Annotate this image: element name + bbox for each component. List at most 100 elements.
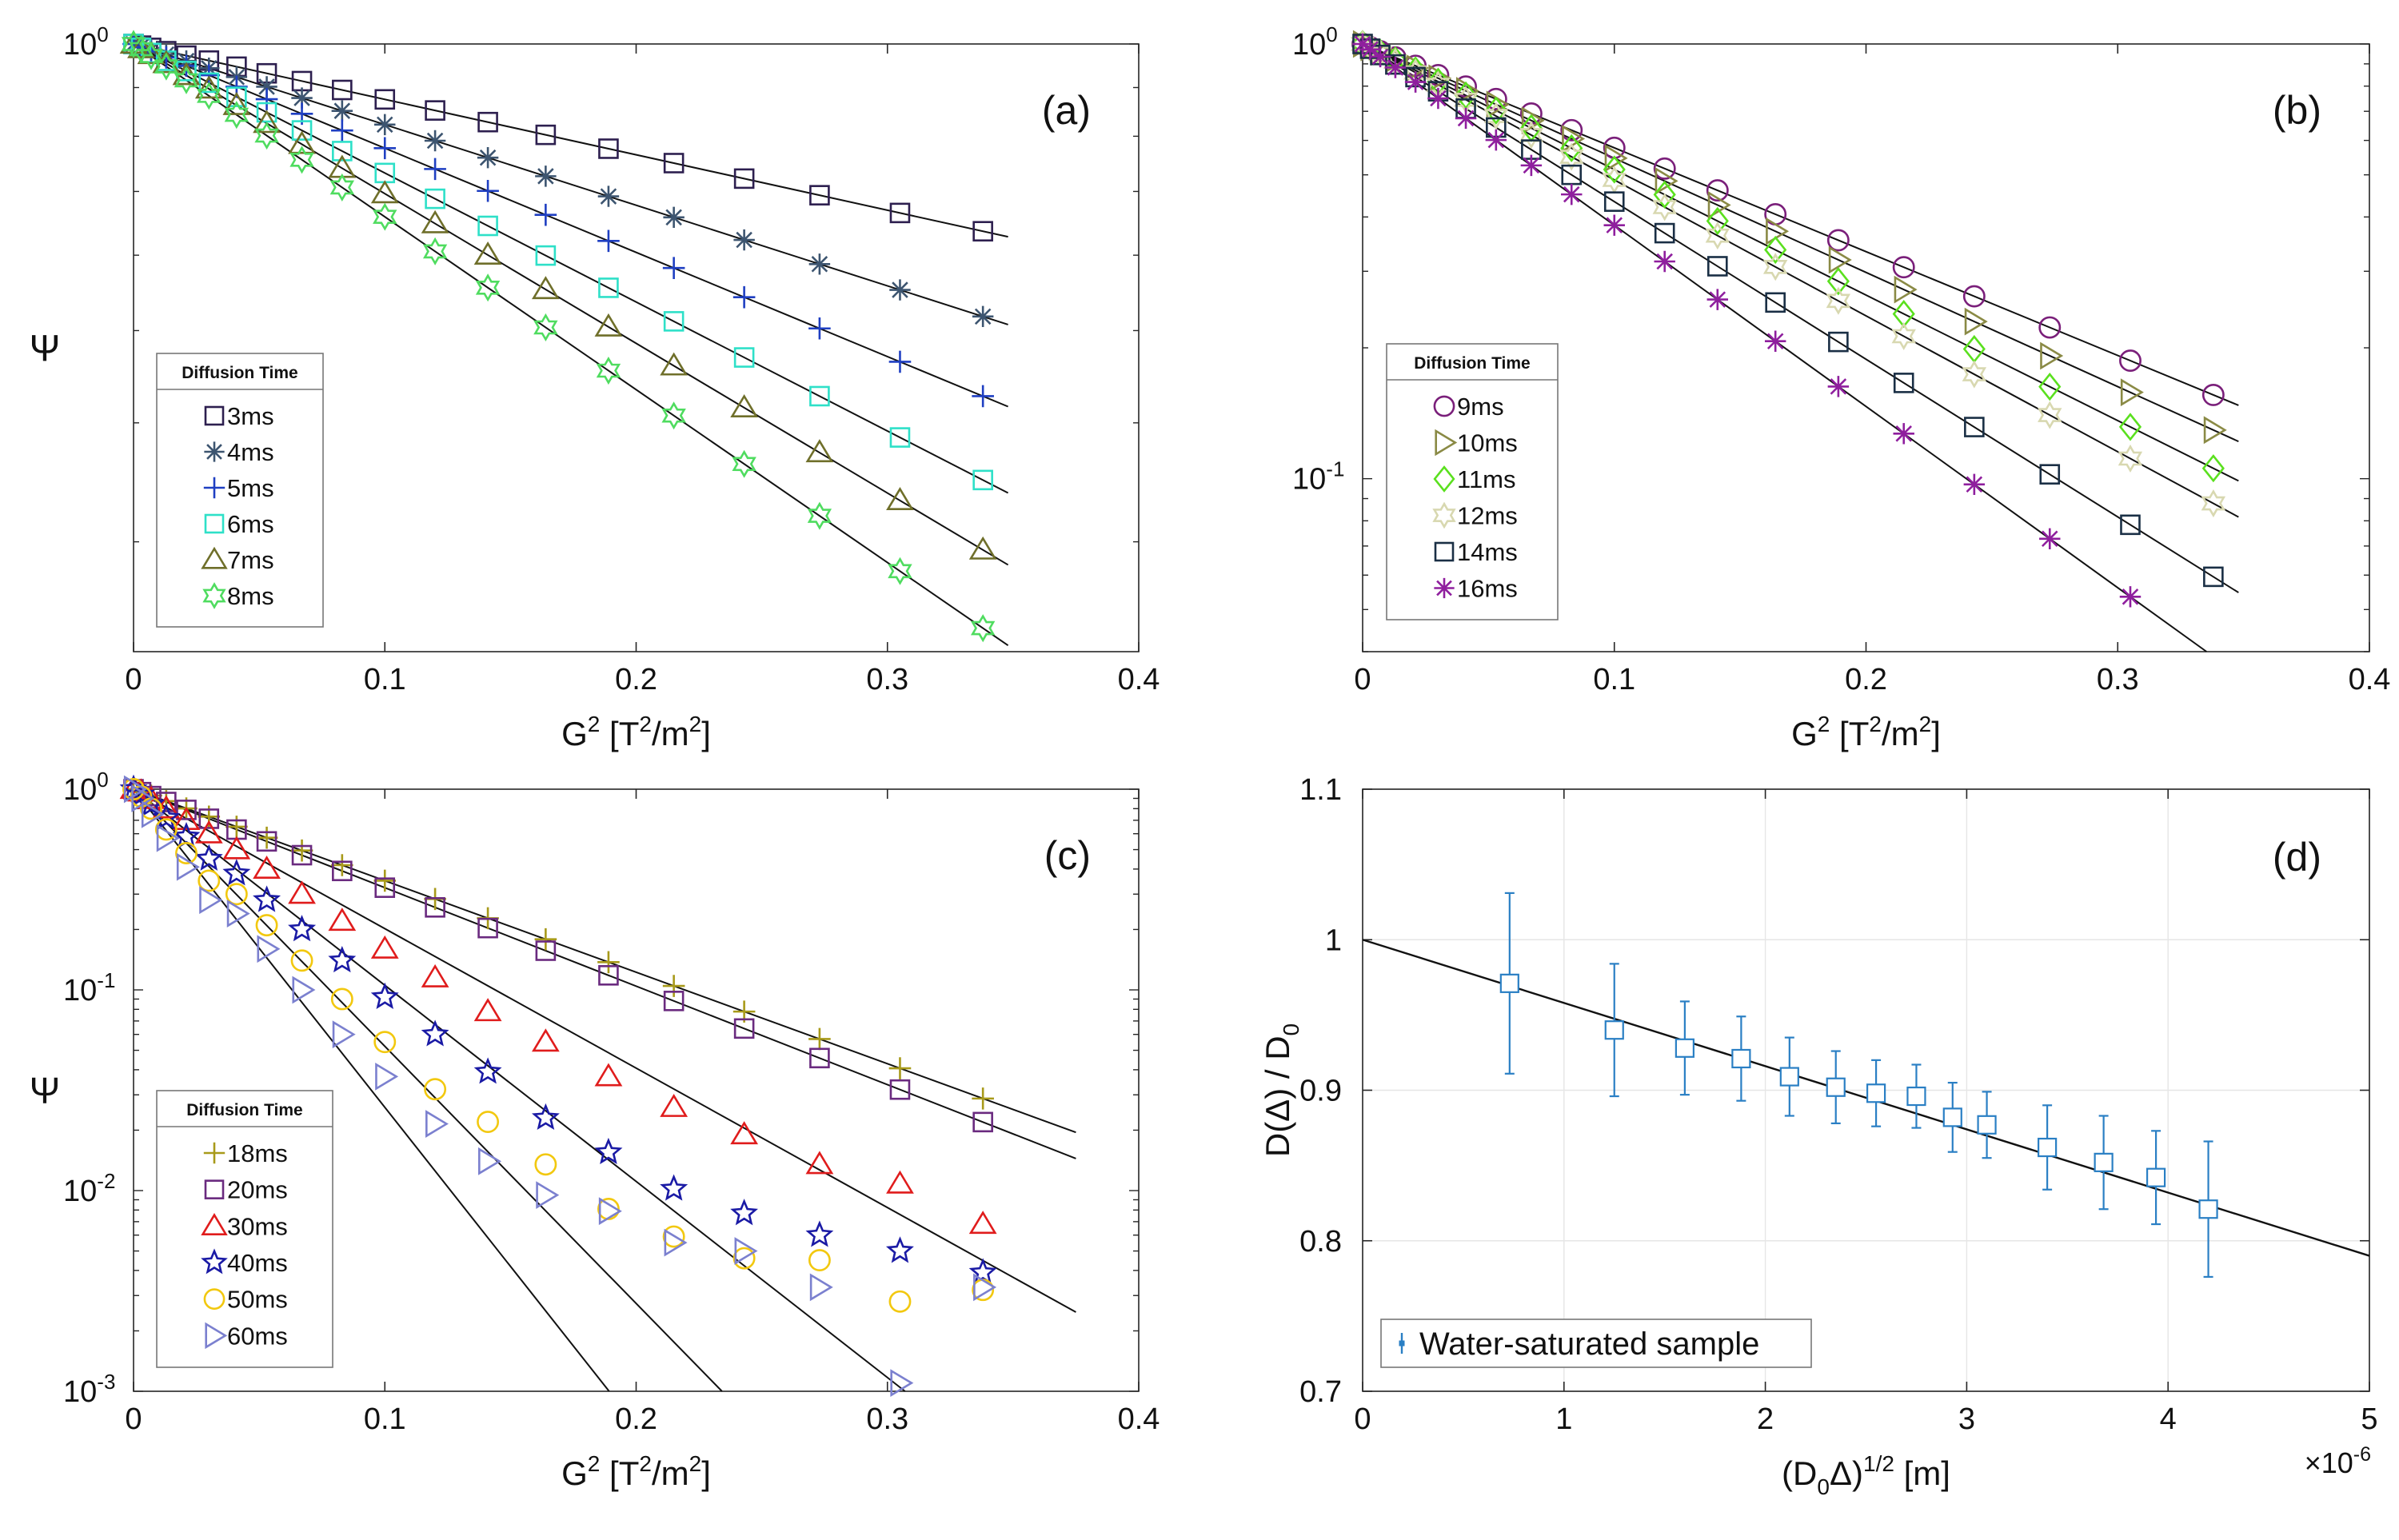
data-point bbox=[288, 130, 316, 154]
legend-item: 14ms bbox=[1434, 538, 1518, 566]
data-point bbox=[889, 427, 911, 448]
data-point bbox=[533, 313, 558, 341]
y-tick-label: 0.8 bbox=[1299, 1225, 1342, 1259]
data-point bbox=[2038, 373, 2062, 401]
data-point bbox=[1894, 275, 1918, 304]
data-point bbox=[2118, 444, 2143, 473]
data-point bbox=[226, 816, 248, 838]
fit-line bbox=[133, 788, 1076, 1313]
data-point bbox=[596, 357, 621, 385]
data-point bbox=[254, 122, 279, 150]
y-tick-label: 0.9 bbox=[1299, 1075, 1342, 1108]
legend-marker bbox=[1435, 429, 1458, 457]
data-point bbox=[1764, 330, 1786, 352]
y-tick-label: 10-3 bbox=[63, 1370, 115, 1409]
legend-item: 18ms bbox=[203, 1139, 288, 1167]
data-point bbox=[1706, 256, 1728, 277]
data-point bbox=[1484, 87, 1507, 110]
data-point bbox=[732, 449, 756, 478]
data-point bbox=[225, 883, 248, 906]
legend-label: 50ms bbox=[227, 1286, 288, 1314]
data-point bbox=[663, 153, 685, 174]
legend-item: 9ms bbox=[1433, 393, 1504, 421]
data-point bbox=[888, 350, 912, 373]
series-6ms bbox=[123, 34, 993, 491]
legend-label: 6ms bbox=[227, 510, 274, 538]
x-tick-label: 0.4 bbox=[1118, 1402, 1160, 1436]
legend: Diffusion Time 9ms 10ms 11ms 12ms 14ms 16ms bbox=[1386, 343, 1559, 620]
data-point bbox=[972, 469, 993, 491]
data-point bbox=[1705, 221, 1730, 250]
data-point bbox=[1485, 129, 1507, 151]
x-tick-label: 1 bbox=[1555, 1402, 1572, 1436]
data-point bbox=[154, 52, 179, 81]
legend-marker bbox=[204, 1179, 225, 1199]
legend-label: 11ms bbox=[1457, 465, 1516, 493]
data-point bbox=[425, 1110, 449, 1138]
legend-label: 10ms bbox=[1457, 429, 1518, 457]
data-point bbox=[1828, 331, 1849, 353]
data-point bbox=[531, 1028, 560, 1052]
x-tick-label: 0.2 bbox=[615, 1402, 657, 1436]
panel-label: (a) bbox=[1042, 88, 1091, 133]
y-tick-label: 1 bbox=[1325, 924, 1342, 957]
data-point bbox=[1964, 307, 1988, 336]
data-point bbox=[373, 1031, 397, 1054]
data-point bbox=[660, 1093, 689, 1117]
data-point bbox=[2094, 1152, 2114, 1172]
data-point bbox=[2119, 586, 2142, 608]
data-point bbox=[1653, 157, 1676, 180]
data-point bbox=[889, 202, 911, 224]
legend-item: 3ms bbox=[204, 402, 274, 430]
data-point bbox=[734, 1237, 758, 1265]
series-water-saturated bbox=[1499, 892, 2218, 1279]
fit-line bbox=[1362, 43, 2239, 482]
fit-line bbox=[1362, 43, 2239, 443]
data-point bbox=[141, 800, 165, 828]
data-point bbox=[425, 100, 445, 121]
series-40ms bbox=[119, 774, 997, 1285]
legend-label: 12ms bbox=[1457, 502, 1518, 530]
data-point bbox=[733, 229, 755, 251]
data-point bbox=[535, 940, 557, 961]
data-point bbox=[2198, 1199, 2218, 1219]
legend-label: 16ms bbox=[1457, 575, 1518, 603]
data-point bbox=[2203, 566, 2224, 588]
fit-line bbox=[133, 788, 1076, 1134]
data-point bbox=[176, 800, 197, 820]
legend-item: 40ms bbox=[201, 1248, 288, 1277]
data-point bbox=[332, 860, 353, 882]
x-axis-label: G2 [T2/m2] bbox=[561, 712, 711, 752]
data-point bbox=[1384, 57, 1407, 78]
legend-marker bbox=[203, 1288, 226, 1311]
data-point bbox=[1893, 373, 1914, 393]
x-tick-label: 0.4 bbox=[2349, 663, 2391, 696]
data-point bbox=[1866, 1083, 1886, 1103]
data-point bbox=[373, 869, 397, 892]
x-tick-label: 4 bbox=[2160, 1402, 2177, 1436]
panel-b: 0 0.1 0.2 0.3 0.4 100 10-1 Diffusion Time 9ms 10m… bbox=[30, 22, 2391, 752]
legend-title: Diffusion Time bbox=[1414, 354, 1530, 373]
data-point bbox=[253, 110, 281, 134]
series-16ms bbox=[1351, 33, 2142, 608]
data-point bbox=[2120, 378, 2144, 407]
data-point bbox=[1653, 180, 1676, 209]
y-tick-label: 10-1 bbox=[63, 968, 115, 1007]
data-point bbox=[477, 111, 498, 133]
data-point bbox=[1520, 154, 1543, 177]
data-point bbox=[138, 42, 164, 70]
data-point bbox=[424, 1078, 447, 1101]
data-point bbox=[137, 789, 166, 816]
y-tick-label: 100 bbox=[63, 768, 109, 807]
x-tick-label: 5 bbox=[2361, 1402, 2377, 1436]
data-point bbox=[123, 775, 147, 804]
data-point bbox=[598, 138, 619, 159]
legend-label: 4ms bbox=[227, 438, 274, 466]
fit-line bbox=[133, 788, 723, 1392]
fit-line bbox=[1362, 43, 2239, 593]
legend-item: 10ms bbox=[1435, 429, 1518, 457]
legend-item: 16ms bbox=[1434, 575, 1518, 603]
data-point bbox=[531, 1103, 560, 1131]
data-point bbox=[257, 935, 281, 963]
data-point bbox=[889, 1079, 911, 1100]
